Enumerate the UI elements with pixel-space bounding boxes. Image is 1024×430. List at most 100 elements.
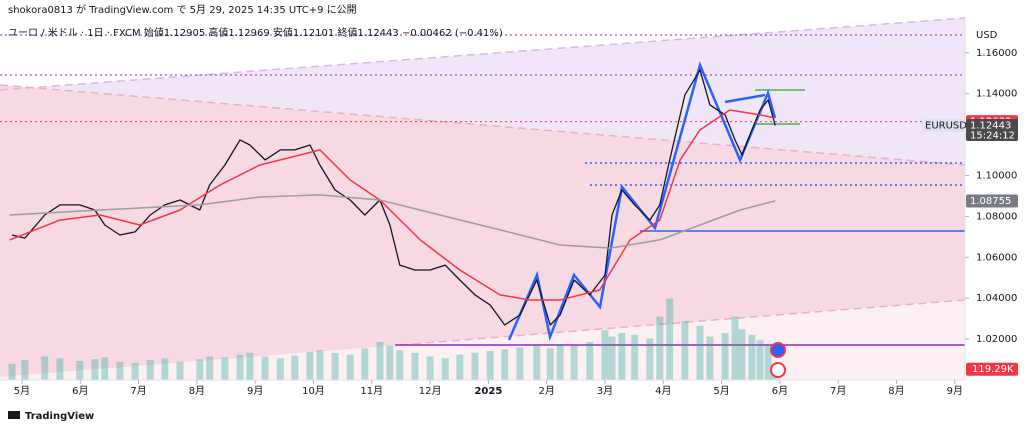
- volume-bar: [206, 356, 214, 380]
- price-tag: [966, 194, 1018, 208]
- x-tick-label: 5月: [14, 385, 30, 397]
- volume-bar: [316, 350, 324, 380]
- time-axis: [0, 380, 965, 400]
- header: shokora0813 が TradingView.com で 5月 29, 2…: [8, 3, 357, 16]
- symbol-tag-label: EURUSD: [925, 121, 967, 132]
- volume-bar: [556, 343, 564, 380]
- x-tick-label: 6月: [772, 385, 788, 397]
- volume-bar: [116, 361, 124, 380]
- volume-bar: [738, 329, 746, 380]
- volume-bar: [426, 356, 434, 380]
- y-tick-label: 1.08000: [976, 211, 1017, 222]
- y-tick-label: 1.14000: [976, 89, 1017, 100]
- x-tick-label: 6月: [72, 385, 88, 397]
- volume-bar: [346, 354, 354, 380]
- x-tick-label: 8月: [189, 385, 205, 397]
- volume-bar: [666, 298, 674, 380]
- x-tick-label: 5月: [713, 385, 729, 397]
- volume-bar: [161, 358, 169, 380]
- volume-bar: [441, 358, 449, 380]
- x-tick-label: 12月: [419, 385, 442, 397]
- x-tick-label: 2025: [474, 386, 502, 397]
- price-tag-label: 1.12443: [970, 121, 1011, 132]
- volume-bar: [601, 330, 609, 380]
- channel-zone: [0, 18, 965, 165]
- volume-bar: [656, 316, 664, 380]
- volume-bar: [471, 352, 479, 380]
- volume-bar: [748, 334, 756, 380]
- brand: TradingView: [25, 411, 94, 422]
- volume-bar: [756, 340, 764, 380]
- volume-bar: [586, 341, 594, 380]
- volume-bar: [276, 358, 284, 380]
- volume-bar: [731, 316, 739, 380]
- y-tick-label: 1.04000: [976, 293, 1017, 304]
- x-tick-label: 2月: [539, 385, 555, 397]
- volume-bar: [618, 332, 626, 380]
- volume-bar: [146, 360, 154, 380]
- volume-bar: [411, 352, 419, 380]
- symbol-tag: [922, 119, 964, 133]
- y-tick-label: 1.02000: [976, 334, 1017, 345]
- x-tick-label: 11月: [360, 385, 383, 397]
- event-icon[interactable]: [770, 362, 786, 378]
- y-tick-label: 1.16000: [976, 48, 1017, 59]
- volume-bar: [608, 336, 616, 380]
- volume-bar: [706, 336, 714, 380]
- volume-bar: [546, 348, 554, 380]
- volume-bar: [696, 325, 704, 380]
- volume-bar: [570, 345, 578, 380]
- volume-bar: [721, 332, 729, 380]
- volume-bar: [236, 354, 244, 380]
- event-icon[interactable]: [770, 342, 786, 358]
- volume-bar: [8, 363, 16, 380]
- volume-bar: [631, 334, 639, 380]
- volume-bar: [646, 338, 654, 380]
- volume-bar: [456, 354, 464, 380]
- volume-bar: [361, 348, 369, 380]
- volume-bar: [306, 351, 314, 380]
- logo: [8, 411, 20, 419]
- volume-tag-label: 119.29K: [972, 364, 1014, 375]
- moving-average: [9, 109, 776, 301]
- volume-tag: [966, 362, 1018, 376]
- volume-bar: [764, 345, 772, 380]
- x-tick-label: 7月: [830, 385, 846, 397]
- x-tick-label: 4月: [655, 385, 671, 397]
- price-tag-time: 15:24:12: [970, 131, 1015, 142]
- volume-bar: [131, 362, 139, 380]
- volume-bar: [533, 345, 541, 380]
- channel-zone: [0, 85, 965, 377]
- trend-line: [0, 84, 966, 166]
- volume-bar: [246, 352, 254, 380]
- volume-bar: [56, 358, 64, 380]
- trend-line: [399, 299, 966, 346]
- volume-bar: [486, 351, 494, 380]
- volume-bar: [386, 345, 394, 380]
- y-tick-label: 1.06000: [976, 252, 1017, 263]
- price-line: [11, 69, 776, 326]
- x-tick-label: 3月: [597, 385, 613, 397]
- volume-bar: [291, 355, 299, 380]
- volume-bar: [681, 321, 689, 380]
- symbol-info: ユーロ / 米ドル · 1日 · FXCM 始値1.12905 高値1.1296…: [8, 26, 503, 39]
- volume-bar: [396, 350, 404, 380]
- price-tag: [966, 119, 1018, 142]
- volume-bar: [331, 352, 339, 380]
- volume-bar: [376, 341, 384, 380]
- x-tick-label: 9月: [247, 385, 263, 397]
- volume-bar: [501, 349, 509, 380]
- moving-average: [9, 194, 776, 249]
- currency: USD: [976, 30, 998, 41]
- volume-bar: [176, 361, 184, 380]
- x-tick-label: 9月: [947, 385, 963, 397]
- x-tick-label: 7月: [130, 385, 146, 397]
- pattern-line: [724, 93, 766, 104]
- volume-bar: [41, 356, 49, 380]
- plot: [0, 69, 965, 380]
- volume-bar: [221, 357, 229, 380]
- volume-bar: [196, 359, 204, 380]
- channel-zone: [0, 300, 965, 380]
